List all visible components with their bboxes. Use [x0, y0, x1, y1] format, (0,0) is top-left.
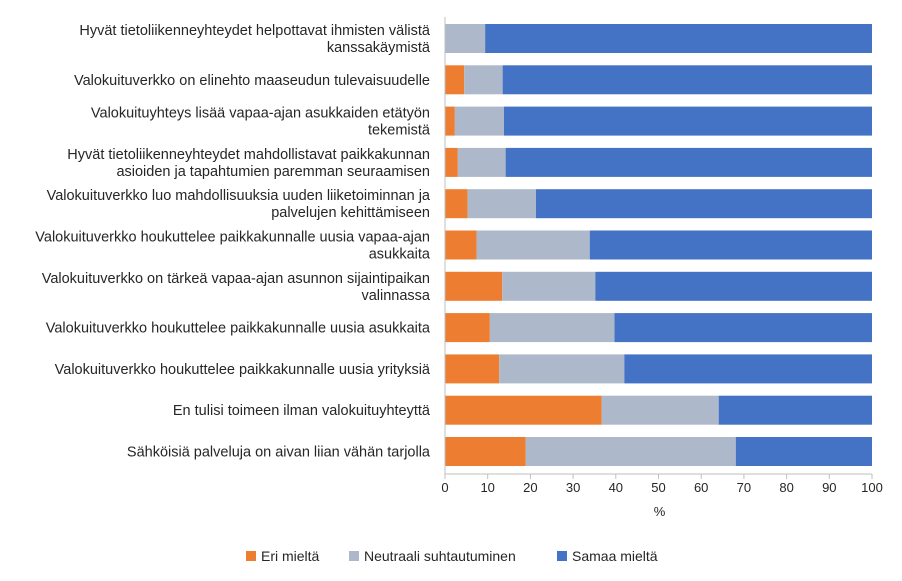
x-tick-labels: 0 10 20 30 40 50 60 70 80 90 100 — [441, 480, 882, 495]
bar-segment — [464, 65, 503, 95]
bar-segment — [445, 271, 503, 301]
category-label: Valokuituverkko on tärkeä vapaa-ajan asu… — [42, 271, 431, 304]
x-tick-label: 90 — [822, 480, 836, 495]
x-tick-label: 60 — [694, 480, 708, 495]
category-label: Hyvät tietoliikenneyhteydet helpottavat … — [79, 23, 431, 56]
bar-segment — [614, 313, 872, 343]
bar-segment — [454, 106, 504, 136]
category-label: Valokuituverkko houkuttelee paikkakunnal… — [35, 230, 431, 263]
x-tick-label: 50 — [651, 480, 665, 495]
category-label: Valokuituverkko houkuttelee paikkakunnal… — [55, 362, 431, 378]
bar-segment — [624, 354, 872, 384]
bar-segment — [505, 147, 872, 177]
x-tick-label: 20 — [523, 480, 537, 495]
bar-segment — [476, 230, 590, 260]
bars-group — [445, 24, 872, 466]
legend-swatch — [557, 551, 567, 561]
bar-segment — [601, 395, 719, 425]
x-tick-label: 0 — [441, 480, 448, 495]
category-label: Sähköisiä palveluja on aivan liian vähän… — [127, 445, 431, 461]
bar-segment — [445, 230, 477, 260]
x-tick-label: 40 — [609, 480, 623, 495]
legend-label: Samaa mieltä — [572, 548, 658, 564]
axes-group — [444, 17, 873, 479]
bar-segment — [445, 147, 458, 177]
x-axis-title: % — [654, 504, 666, 519]
x-tick-label: 10 — [480, 480, 494, 495]
bar-segment — [445, 65, 465, 95]
x-tick-label: 30 — [566, 480, 580, 495]
legend-label: Eri mieltä — [261, 548, 320, 564]
bar-segment — [735, 437, 872, 466]
bar-segment — [589, 230, 872, 260]
category-label: Valokuituverkko houkuttelee paikkakunnal… — [46, 321, 431, 337]
bar-segment — [502, 271, 596, 301]
bar-segment — [445, 106, 455, 136]
bar-segment — [445, 437, 526, 466]
bar-segment — [489, 313, 615, 343]
bar-segment — [535, 189, 872, 219]
legend-label: Neutraali suhtautuminen — [364, 548, 516, 564]
legend: Eri mieltä Neutraali suhtautuminen Samaa m… — [246, 548, 658, 564]
bar-segment — [499, 354, 625, 384]
category-label: Valokuituverkko on elinehto maaseudun tu… — [74, 73, 430, 89]
x-tick-label: 70 — [737, 480, 751, 495]
bar-segment — [503, 106, 872, 136]
x-tick-label: 100 — [861, 480, 883, 495]
bar-segment — [502, 65, 872, 95]
bar-segment — [445, 354, 500, 384]
bar-segment — [457, 147, 506, 177]
legend-swatch — [349, 551, 359, 561]
bar-segment — [445, 313, 490, 343]
legend-swatch — [246, 551, 256, 561]
bar-segment — [445, 24, 486, 53]
bar-segment — [525, 437, 736, 466]
category-label: En tulisi toimeen ilman valokuituyhteytt… — [173, 403, 431, 419]
category-label: Hyvät tietoliikenneyhteydet mahdollistav… — [67, 147, 430, 180]
bar-segment — [485, 24, 872, 53]
category-label: Valokuituverkko luo mahdollisuuksia uude… — [47, 188, 431, 221]
bar-segment — [445, 395, 602, 425]
bar-segment — [718, 395, 872, 425]
bar-segment — [595, 271, 872, 301]
category-labels: Hyvät tietoliikenneyhteydet helpottavat … — [35, 23, 431, 461]
bar-segment — [467, 189, 536, 219]
category-label: Valokuituyhteys lisää vapaa-ajan asukkai… — [91, 106, 431, 139]
x-tick-label: 80 — [779, 480, 793, 495]
bar-segment — [445, 189, 468, 219]
